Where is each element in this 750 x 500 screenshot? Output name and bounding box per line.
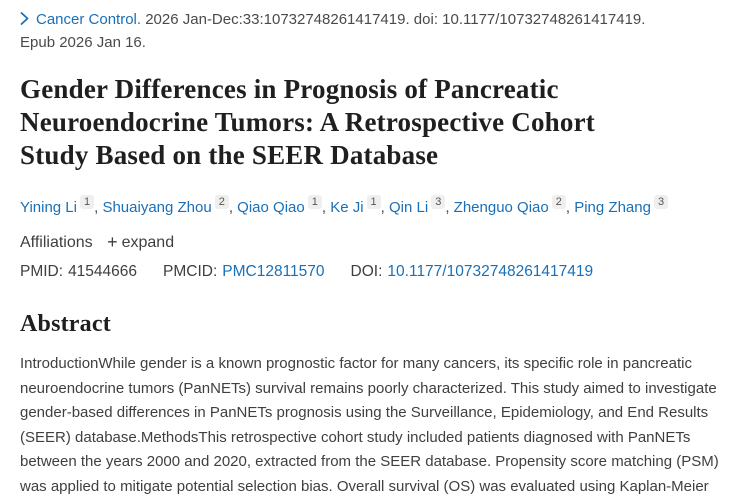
author-link[interactable]: Qiao Qiao [237, 199, 305, 216]
author-affiliation-sup[interactable]: 1 [307, 195, 322, 209]
author-affiliation-sup[interactable]: 2 [551, 195, 566, 209]
citation-epub: Epub 2026 Jan 16. [20, 34, 146, 51]
doi-label: DOI: [350, 263, 383, 280]
abstract-text: IntroductionWhile gender is a known prog… [20, 355, 719, 495]
authors-list: Yining Li 1, Shuaiyang Zhou 2, Qiao Qiao 1,… [20, 195, 730, 216]
author-separator: , [321, 199, 331, 216]
citation-doi-prefix: doi: [413, 11, 438, 28]
doi-link[interactable]: 10.1177/10732748261417419 [387, 263, 594, 280]
author-link[interactable]: Ping Zhang [574, 199, 651, 216]
pmcid-label: PMCID: [163, 263, 218, 280]
citation-detail: 2026 Jan-Dec:33:10732748261417419. [145, 11, 410, 28]
affiliations-expand-button[interactable]: + expand [107, 232, 175, 252]
pmcid-link[interactable]: PMC12811570 [222, 263, 325, 280]
author-separator: , [445, 199, 454, 216]
article-title: Gender Differences in Prognosis of Pancr… [20, 73, 730, 172]
pmid-label: PMID: [20, 263, 64, 280]
doi-item: DOI: 10.1177/10732748261417419 [351, 263, 594, 281]
pmid-value: 41544666 [68, 263, 138, 280]
chevron-right-icon[interactable] [20, 9, 29, 32]
author-link[interactable]: Yining Li [20, 199, 77, 216]
pmcid-item: PMCID: PMC12811570 [163, 263, 325, 281]
author-link[interactable]: Zhenguo Qiao [453, 199, 549, 216]
author-affiliation-sup[interactable]: 2 [214, 195, 229, 209]
expand-label: expand [121, 234, 175, 251]
author-link[interactable]: Ke Ji [330, 199, 364, 216]
article-title-line: Gender Differences in Prognosis of Pancr… [20, 74, 559, 104]
pmid-item: PMID: 41544666 [20, 263, 137, 281]
author-link[interactable]: Qin Li [389, 199, 429, 216]
author-separator: , [380, 199, 390, 216]
author-affiliation-sup[interactable]: 1 [79, 195, 95, 209]
author-affiliation-sup[interactable]: 3 [653, 195, 669, 209]
affiliations-row: Affiliations + expand [20, 231, 730, 252]
author-separator: , [228, 199, 238, 216]
article-title-line: Neuroendocrine Tumors: A Retrospective C… [20, 107, 595, 137]
author-separator: , [94, 199, 103, 216]
journal-link[interactable]: Cancer Control. [36, 11, 142, 28]
author-separator: , [565, 199, 575, 216]
abstract-heading: Abstract [20, 311, 111, 337]
article-title-line: Study Based on the SEER Database [20, 140, 439, 170]
author-affiliation-sup[interactable]: 1 [366, 195, 381, 209]
author-affiliation-sup[interactable]: 3 [431, 195, 446, 209]
plus-icon: + [107, 232, 118, 252]
author-link[interactable]: Shuaiyang Zhou [102, 199, 212, 216]
journal-citation: Cancer Control. 2026 Jan-Dec:33:10732748… [20, 8, 730, 54]
affiliations-label: Affiliations [20, 234, 93, 251]
identifiers-row: PMID: 41544666 PMCID: PMC12811570 DOI: 10.1… [20, 263, 730, 281]
citation-doi: 10.1177/10732748261417419. [442, 11, 646, 28]
